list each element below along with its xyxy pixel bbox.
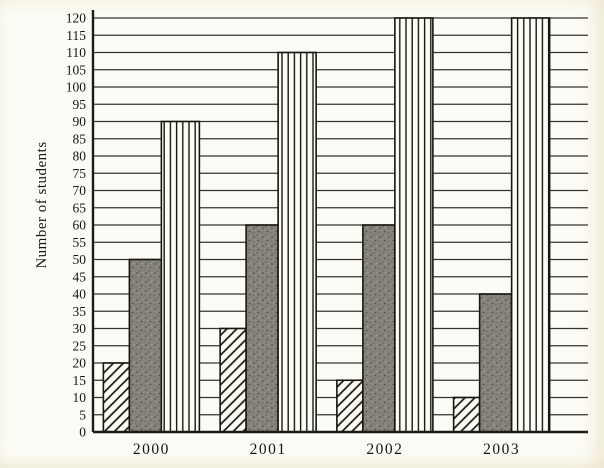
x-tick-label: 2001 (250, 441, 287, 458)
y-tick-label: 85 (73, 131, 87, 146)
y-tick-label: 80 (73, 149, 87, 164)
y-tick-label: 90 (73, 114, 87, 129)
x-tick-label: 2002 (366, 441, 403, 458)
y-tick-label: 120 (66, 11, 87, 26)
bar-striped-2003 (510, 17, 551, 433)
y-tick-label: 0 (79, 425, 86, 440)
y-tick-label: 115 (66, 28, 86, 43)
bar-gray-2002 (362, 224, 396, 433)
x-tick-label: 2000 (133, 441, 170, 458)
bar-gray-2000 (128, 258, 163, 433)
y-tick-label: 70 (73, 183, 87, 198)
y-axis-label: Number of students (34, 141, 50, 268)
y-tick-label: 55 (73, 235, 87, 250)
y-tick-label: 20 (73, 356, 87, 371)
y-tick-label: 5 (79, 407, 86, 422)
x-tick-labels: 2000 2001 2002 2003 (133, 441, 520, 458)
bar-hatched-2003 (452, 396, 481, 433)
y-tick-label: 60 (73, 218, 87, 233)
bar-striped-2002 (394, 17, 434, 433)
bar-hatched-2002 (336, 379, 364, 433)
y-tick-label: 110 (66, 45, 86, 60)
y-tick-label: 30 (73, 321, 87, 336)
bars (102, 17, 551, 433)
bar-hatched-2000 (102, 362, 131, 433)
axes (91, 10, 588, 434)
y-tick-label: 15 (73, 373, 87, 388)
x-tick-label: 2003 (483, 441, 520, 458)
y-tick-labels: 0 5 10 15 20 25 30 35 40 45 50 55 60 65 70 75 80 85 90 95 10… (66, 11, 87, 440)
bar-striped-2001 (277, 51, 317, 433)
y-tick-label: 25 (73, 338, 87, 353)
y-tick-label: 75 (73, 166, 87, 181)
y-tick-label: 10 (73, 390, 87, 405)
y-tick-label: 105 (66, 62, 87, 77)
bar-striped-2000 (160, 120, 201, 433)
y-tick-label: 95 (73, 97, 87, 112)
y-tick-label: 35 (73, 304, 87, 319)
bar-hatched-2001 (219, 327, 247, 433)
y-tick-label: 65 (73, 200, 87, 215)
y-tick-label: 40 (73, 287, 87, 302)
y-tick-label: 100 (66, 80, 87, 95)
y-tick-label: 45 (73, 269, 87, 284)
bar-gray-2003 (478, 293, 513, 433)
y-tick-label: 50 (73, 252, 87, 267)
bar-gray-2001 (245, 224, 279, 433)
